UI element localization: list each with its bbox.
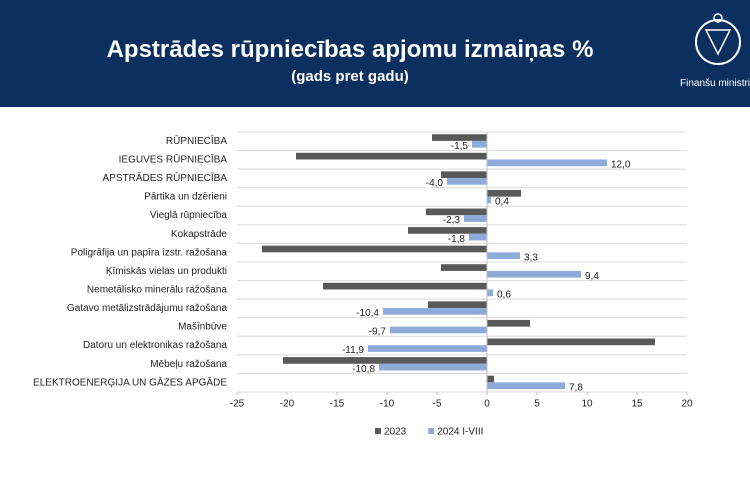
bar — [487, 270, 581, 278]
bar — [283, 357, 487, 364]
bar — [262, 245, 487, 253]
data-label: -2,3 — [443, 215, 461, 226]
category-label: RŪPNIECĪBA — [166, 135, 227, 147]
legend-label: 2023 — [384, 427, 407, 438]
category-label: Ķīmiskās vielas un produkti — [106, 266, 227, 277]
category-label: Pārtika un dzērieni — [144, 192, 227, 203]
data-label: -10,8 — [352, 364, 375, 375]
category-label: ELEKTROENERĢIJA UN GĀZES APGĀDE — [33, 376, 227, 388]
bar — [426, 208, 487, 216]
category-label: APSTRĀDES RŪPNIECĪBA — [103, 172, 228, 184]
data-label: 3,3 — [524, 252, 538, 263]
bar — [383, 308, 487, 315]
bar — [296, 152, 487, 160]
bar — [432, 134, 487, 141]
data-label: -9,7 — [369, 327, 387, 338]
bar — [487, 375, 494, 383]
bar — [487, 319, 530, 327]
bar — [487, 252, 520, 260]
legend-swatch — [375, 428, 381, 434]
logo — [695, 13, 741, 65]
category-label: Mēbeļu ražošana — [150, 359, 227, 370]
data-label: 0,6 — [497, 289, 511, 300]
category-label: Nemetālisko minerālu ražošana — [87, 284, 228, 295]
category-label: Kokapstrāde — [171, 229, 228, 240]
data-label: 0,4 — [495, 197, 509, 208]
bar — [487, 196, 491, 204]
bar — [368, 345, 487, 352]
data-label: 7,8 — [569, 382, 583, 393]
data-label: 9,4 — [585, 271, 599, 282]
category-label: Poligrāfija un papīra izstr. ražošana — [71, 247, 228, 258]
category-label: Gatavo metālizstrādājumu ražošana — [67, 303, 228, 314]
chart: -25 -20 -15 -10 -5 0 5 10 15 20 RŪPNIECĪBA -1,5 IEGU… — [33, 131, 693, 438]
x-tick-label: 20 — [681, 399, 693, 410]
title: Apstrādes rūpniecības apjomu izmaiņas % — [106, 36, 594, 63]
logo-text: Finanšu ministrija — [680, 78, 750, 89]
bar — [487, 382, 565, 390]
data-label: -4,0 — [426, 178, 444, 189]
data-label: -1,8 — [448, 234, 466, 245]
bar — [464, 215, 487, 222]
data-label: 12,0 — [611, 159, 631, 170]
category-label: Vieglā rūpniecība — [150, 210, 228, 221]
bar — [447, 178, 487, 185]
bar — [408, 227, 487, 234]
bar — [487, 289, 493, 297]
x-tick-label: -5 — [433, 399, 442, 410]
bar — [428, 301, 487, 309]
legend-swatch — [428, 428, 435, 434]
x-tick-label: 0 — [484, 399, 490, 410]
header: Apstrādes rūpniecības apjomu izmaiņas % … — [0, 0, 750, 107]
bar — [487, 159, 607, 167]
bar — [379, 363, 487, 371]
data-label: -11,9 — [342, 345, 364, 356]
legend-label: 2024 I-VIII — [437, 427, 483, 438]
data-label: -10,4 — [356, 308, 379, 319]
bar — [323, 282, 487, 290]
x-tick-label: -10 — [380, 399, 395, 410]
data-label: -1,5 — [451, 141, 469, 152]
category-label: Mašīnbūve — [178, 322, 227, 333]
category-label: IEGUVES RŪPNIECĪBA — [119, 153, 228, 165]
x-tick-label: 15 — [631, 399, 643, 410]
bar — [472, 140, 487, 148]
x-tick-label: 10 — [581, 399, 593, 410]
bar — [487, 189, 521, 197]
x-tick-label: 5 — [534, 399, 540, 410]
bar — [487, 338, 655, 346]
bar — [441, 171, 487, 179]
x-tick-label: -20 — [280, 399, 295, 410]
x-tick-label: -15 — [330, 399, 345, 410]
bar — [390, 326, 487, 334]
x-tick-label: -25 — [230, 399, 245, 410]
bar — [441, 264, 487, 271]
category-label: Datoru un elektronikas ražošana — [83, 340, 227, 351]
bar — [469, 233, 487, 241]
subtitle: (gads pret gadu) — [291, 68, 409, 85]
